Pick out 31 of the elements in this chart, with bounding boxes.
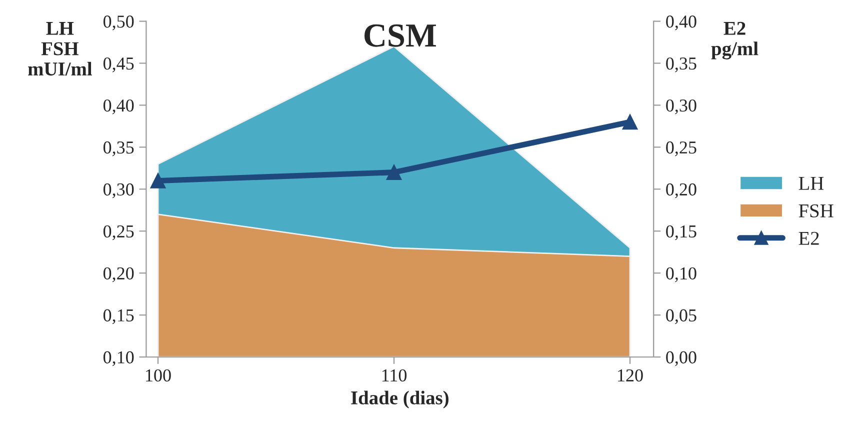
y2-axis-title: E2 pg/ml bbox=[711, 22, 758, 60]
y2-tick-label: 0,05 bbox=[666, 309, 696, 324]
y-tick-label: 0,25 bbox=[103, 225, 134, 240]
legend-label: LH bbox=[798, 177, 824, 190]
y-tick-label: 0,15 bbox=[103, 309, 134, 324]
chart-title: CSM bbox=[364, 24, 436, 47]
y2-tick-label: 0,15 bbox=[666, 225, 696, 240]
y2-tick-label: 0,20 bbox=[666, 183, 696, 198]
x-tick-label: 100 bbox=[146, 369, 171, 382]
legend-label: E2 bbox=[798, 232, 819, 245]
y-tick-label: 0,40 bbox=[103, 99, 134, 114]
y-tick-label: 0,10 bbox=[103, 351, 134, 366]
y2-tick-label: 0,30 bbox=[666, 99, 696, 114]
point bbox=[386, 164, 402, 180]
x-tick-label: 120 bbox=[618, 369, 643, 382]
y2-tick-label: 0,35 bbox=[666, 57, 696, 72]
y2-tick-label: 0,40 bbox=[666, 16, 696, 30]
y-tick-label: 0,20 bbox=[103, 267, 134, 282]
x-axis-title: Idade (dias) bbox=[351, 390, 448, 408]
y-tick-label: 0,50 bbox=[103, 16, 134, 30]
y2-tick-label: 0,25 bbox=[666, 141, 696, 156]
y-axis-title: LH FSH mUI/ml bbox=[28, 22, 92, 76]
point bbox=[150, 173, 166, 188]
y-tick-label: 0,45 bbox=[103, 57, 134, 72]
y2-tick-label: 0,10 bbox=[666, 267, 696, 282]
y2-tick-label: 0,00 bbox=[666, 351, 696, 366]
x-tick-label: 110 bbox=[382, 369, 407, 382]
y-tick-label: 0,30 bbox=[103, 183, 134, 198]
legend-label: FSH bbox=[798, 204, 834, 218]
y-tick-label: 0,35 bbox=[103, 141, 134, 156]
point bbox=[622, 114, 638, 130]
